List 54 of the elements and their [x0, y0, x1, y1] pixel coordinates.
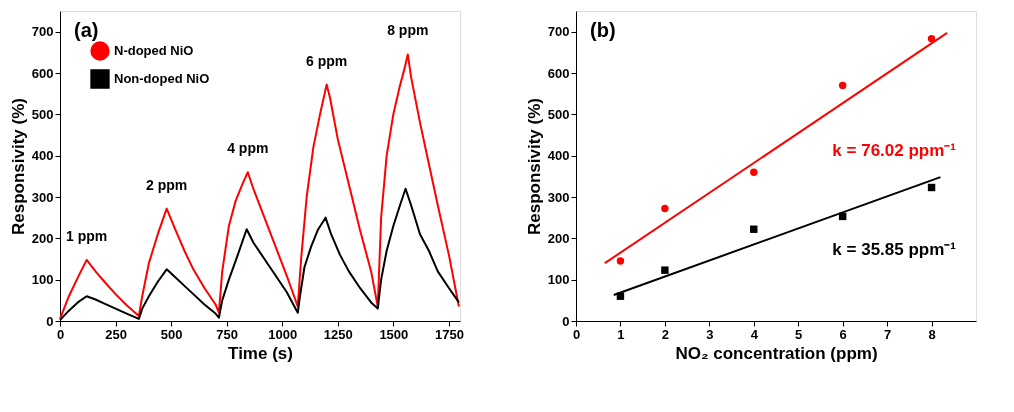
y-tick-label: 300 [547, 189, 570, 205]
y-tick-label: 700 [31, 24, 54, 40]
x-tick-label: 3 [706, 326, 714, 342]
x-tick-label: 1 [617, 326, 625, 342]
x-axis-title: Time (s) [228, 343, 293, 363]
y-tick-label: 500 [547, 106, 570, 122]
point [616, 257, 625, 265]
y-tick-label: 0 [46, 313, 54, 329]
y-tick-label: 700 [547, 24, 570, 40]
y-tick-label: 600 [547, 65, 570, 81]
y-tick-label: 200 [31, 230, 54, 246]
point [661, 204, 669, 213]
annotation: k = 76.02 ppm⁻¹ [832, 140, 957, 160]
point [661, 266, 669, 274]
x-tick-label: 500 [160, 326, 183, 342]
x-tick-label: 0 [572, 326, 581, 342]
y-tick-label: 200 [547, 230, 570, 246]
x-tick-label: 6 [839, 326, 847, 342]
annotation: (a) [74, 19, 99, 41]
x-axis-title: NO₂ concentration (ppm) [675, 343, 878, 363]
point [838, 81, 847, 90]
x-tick-label: 1000 [268, 326, 298, 342]
legend-label: Non-doped NiO [114, 71, 210, 86]
annotation: 8 ppm [387, 22, 429, 39]
y-tick-label: 0 [562, 313, 570, 329]
annotation: k = 35.85 ppm⁻¹ [832, 239, 957, 259]
x-tick-label: 8 [928, 326, 936, 342]
legend-label: N-doped NiO [114, 43, 194, 58]
point [927, 34, 936, 43]
annotation: 6 ppm [306, 52, 348, 69]
y-tick-label: 500 [31, 106, 54, 122]
y-axis-title: Responsivity (%) [8, 98, 28, 235]
y-tick-label: 600 [31, 65, 54, 81]
x-tick-label: 1250 [323, 326, 353, 342]
annotation: 4 ppm [227, 140, 269, 157]
x-tick-label: 250 [105, 326, 127, 342]
x-tick-label: 5 [795, 326, 803, 342]
point [750, 168, 758, 176]
annotation: 1 ppm [66, 227, 108, 244]
y-tick-label: 300 [31, 189, 54, 205]
y-tick-label: 400 [547, 148, 570, 164]
x-tick-label: 7 [883, 326, 892, 342]
x-tick-label: 750 [216, 326, 239, 342]
y-tick-label: 400 [31, 148, 54, 164]
annotation: 2 ppm [146, 176, 188, 193]
x-tick-label: 1750 [434, 326, 464, 342]
y-axis-title: Responsivity (%) [524, 98, 544, 235]
x-tick-label: 2 [661, 326, 670, 342]
x-tick-label: 0 [56, 326, 65, 342]
annotation: (b) [590, 19, 616, 41]
x-tick-label: 1500 [379, 326, 409, 342]
y-tick-label: 100 [31, 272, 54, 288]
y-tick-label: 100 [547, 272, 570, 288]
x-tick-label: 4 [750, 326, 759, 342]
